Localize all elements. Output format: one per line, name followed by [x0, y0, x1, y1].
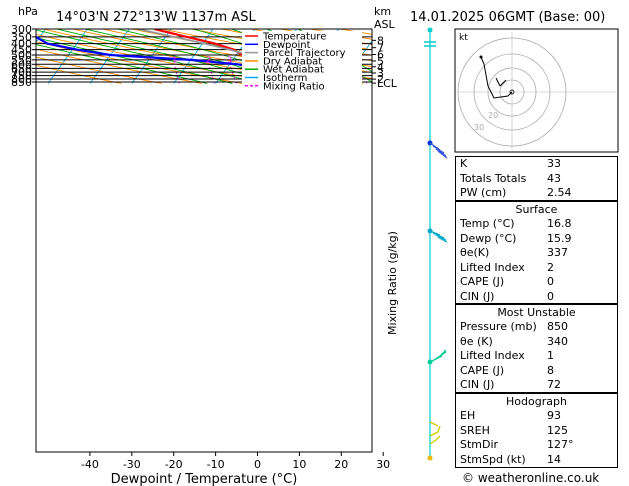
- asl-unit-label: ASL: [374, 18, 396, 31]
- most-unstable-row: Lifted Index 1: [460, 349, 554, 362]
- surface-row: Temp (°C) 16.8: [460, 217, 572, 230]
- pressure-tick-label: 700: [11, 66, 32, 79]
- hodograph-ring-label-30: 30: [474, 123, 484, 132]
- dry-adiabat-line: [36, 48, 202, 84]
- pressure-tick-label: 750: [11, 70, 32, 83]
- hodograph: kt 20 30: [454, 28, 619, 153]
- wet-adiabat-line: [36, 44, 208, 84]
- wet-adiabat-line: [36, 29, 258, 84]
- wind-barb-column: [424, 27, 448, 461]
- legend-label: Temperature: [262, 32, 326, 43]
- surface-row: CIN (J) 0: [460, 289, 554, 303]
- location-label: 14°03'N 272°13'W 1137m ASL: [56, 10, 256, 25]
- surface-row: Dewp (°C) 15.9: [460, 231, 572, 245]
- wet-adiabat-line: [36, 37, 233, 84]
- hodograph-frame: [454, 28, 619, 153]
- dry-adiabat-line: [36, 64, 122, 84]
- surface-row: CAPE (J) 0: [460, 275, 554, 288]
- pressure-tick-label: 600: [11, 58, 32, 71]
- indices-block: K 33 Totals Totals 43 PW (cm) 2.54: [455, 156, 618, 201]
- legend-label: Mixing Ratio: [263, 81, 325, 92]
- hodograph-stats-row: EH 93: [460, 409, 561, 422]
- index-row: PW (cm) 2.54: [460, 186, 572, 199]
- hodograph-stats-row: StmSpd (kt) 14: [460, 452, 561, 466]
- height-km-label: 3: [377, 67, 384, 80]
- legend-label: Isotherm: [263, 73, 307, 84]
- mixing-ratio-label: 3: [227, 55, 232, 64]
- mixing-ratio-label: 1: [172, 55, 177, 64]
- dry-adiabat-line: [280, 29, 372, 45]
- legend-label: Parcel Trajectory: [263, 48, 346, 59]
- most-unstable-row: CIN (J) 72: [460, 378, 561, 391]
- pressure-tick-label: 650: [11, 62, 32, 75]
- surface-row: Lifted Index 2: [460, 260, 554, 274]
- datetime-label: 14.01.2025 06GMT (Base: 00): [410, 10, 605, 25]
- dry-adiabat-line: [36, 56, 162, 84]
- temperature-tick-label: 0: [254, 458, 261, 471]
- hodograph-trace: [480, 56, 513, 99]
- temperature-tick-label: -30: [123, 458, 141, 471]
- most-unstable-row: CAPE (J) 8: [460, 363, 554, 377]
- height-km-label: LCL: [377, 77, 398, 90]
- temperature-tick-label: 10: [292, 458, 306, 471]
- plot-frame: [35, 28, 373, 453]
- height-km-label: 8: [377, 34, 384, 47]
- hodograph-stats-row: SREH 125: [460, 423, 568, 437]
- pressure-tick-label: 450: [11, 44, 32, 57]
- x-axis-title: Dewpoint / Temperature (°C): [111, 472, 298, 486]
- pressure-tick-label: 500: [11, 49, 32, 62]
- surface-row: θe(K) 337: [460, 246, 568, 259]
- hodograph-stats-title: Hodograph: [506, 395, 567, 408]
- hodograph-ring-label-20: 20: [488, 111, 498, 120]
- legend-label: Dry Adiabat: [263, 56, 322, 67]
- km-unit-label: km: [374, 5, 391, 18]
- most-unstable-title: Most Unstable: [497, 306, 576, 319]
- pressure-tick-label: 800: [11, 73, 32, 86]
- most-unstable-row: Pressure (mb) 850: [460, 320, 568, 333]
- mixing-ratio-line: [208, 64, 215, 84]
- temperature-tick-label: 20: [334, 458, 348, 471]
- axis-labels: 300350400450500550600650700750800850-40-…: [11, 23, 390, 471]
- index-row: Totals Totals 43: [460, 171, 561, 185]
- legend-label: Dewpoint: [263, 40, 311, 51]
- pressure-tick-label: 350: [11, 31, 32, 44]
- temperature-tick-label: -10: [207, 458, 225, 471]
- isotherm-line: [383, 29, 422, 84]
- surface-block: Surface Temp (°C) 16.8 Dewp (°C) 15.9 θe(K…: [455, 201, 618, 304]
- height-km-label: 4: [377, 61, 384, 74]
- height-km-label: 7: [377, 42, 384, 55]
- height-km-label: 2: [377, 73, 384, 86]
- pressure-tick-label: 550: [11, 54, 32, 67]
- height-km-label: 6: [377, 48, 384, 61]
- temperature-tick-label: 30: [376, 458, 390, 471]
- pressure-unit-label: hPa: [18, 5, 38, 18]
- hodograph-stats-row: StmDir 127°: [460, 438, 574, 451]
- height-km-label: 5: [377, 55, 384, 68]
- mixing-ratio-label: 2: [206, 55, 211, 64]
- hodograph-unit: kt: [459, 33, 468, 43]
- legend-label: Wet Adiabat: [263, 65, 324, 76]
- index-row: K 33: [460, 157, 561, 170]
- temperature-tick-label: -40: [81, 458, 99, 471]
- copyright-text: © weatheronline.co.uk: [462, 471, 600, 485]
- most-unstable-block: Most Unstable Pressure (mb) 850 θe (K) 340…: [455, 304, 618, 393]
- hodograph-stats-block: Hodograph EH 93 SREH 125 StmDir 127° StmSpd…: [455, 393, 618, 468]
- mixing-ratio-axis-title: Mixing Ratio (g/kg): [386, 231, 399, 335]
- surface-title: Surface: [515, 203, 558, 216]
- most-unstable-row: θe (K) 340: [460, 334, 568, 348]
- isotherm-line: [0, 29, 4, 84]
- pressure-tick-label: 300: [11, 23, 32, 36]
- pressure-tick-label: 400: [11, 38, 32, 51]
- pressure-tick-label: 850: [11, 76, 32, 89]
- temperature-tick-label: -20: [165, 458, 183, 471]
